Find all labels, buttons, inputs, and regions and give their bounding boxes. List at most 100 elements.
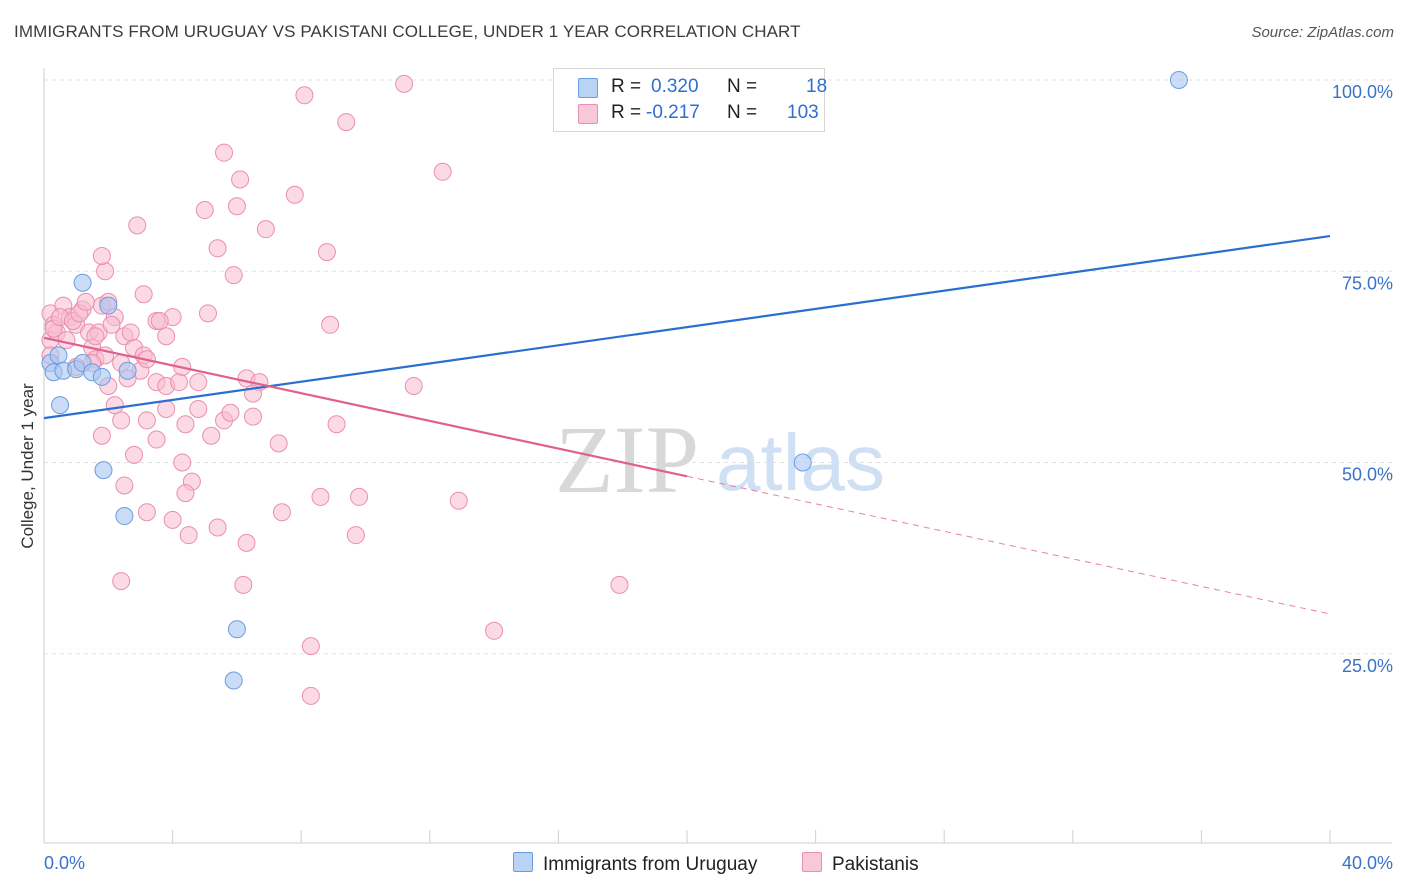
point-pakistanis [157, 399, 176, 418]
point-pakistanis [301, 686, 320, 705]
point-pakistanis [337, 113, 356, 132]
point-pakistanis [285, 185, 304, 204]
stats-legend: R = 0.320 N = 18 R = -0.217 N = 103 [553, 68, 828, 132]
point-pakistanis [115, 476, 134, 495]
y-tick-label: 75.0% [1342, 273, 1393, 293]
point-uruguay [99, 296, 118, 315]
point-uruguay [49, 346, 68, 365]
point-pakistanis [485, 621, 504, 640]
bottom-legend-label-pakistanis: Pakistanis [832, 854, 919, 875]
point-pakistanis [198, 304, 217, 323]
point-pakistanis [96, 262, 115, 281]
point-pakistanis [243, 407, 262, 426]
point-pakistanis [227, 197, 246, 216]
legend-swatch-pakistanis [578, 104, 598, 124]
point-pakistanis [173, 453, 192, 472]
point-pakistanis [189, 399, 208, 418]
point-pakistanis [170, 373, 189, 392]
watermark-zip: ZIP [555, 406, 699, 513]
point-pakistanis [224, 266, 243, 285]
legend-swatch-uruguay [578, 78, 598, 98]
point-pakistanis [269, 434, 288, 453]
point-pakistanis [189, 373, 208, 392]
bottom-legend-pakistanis: Pakistanis [802, 852, 919, 876]
point-pakistanis [157, 327, 176, 346]
point-pakistanis [295, 86, 314, 105]
trend-line-pakistanis [43, 336, 688, 478]
point-pakistanis [163, 510, 182, 529]
point-pakistanis [346, 526, 365, 545]
legend-n-label: N = [727, 76, 758, 97]
point-pakistanis [404, 377, 423, 395]
point-pakistanis [231, 170, 250, 189]
y-tick-label: 25.0% [1342, 656, 1393, 676]
point-pakistanis [234, 575, 253, 594]
legend-r-value: -0.217 [646, 102, 700, 123]
point-pakistanis [272, 503, 291, 522]
legend-n-value: 18 [806, 76, 828, 97]
point-uruguay [118, 361, 137, 380]
legend-r-label: R = [611, 76, 642, 97]
point-pakistanis [176, 484, 195, 503]
point-pakistanis [301, 637, 320, 656]
trend-line-uruguay [43, 234, 1331, 420]
bottom-legend-uruguay: Immigrants from Uruguay [513, 852, 757, 876]
point-uruguay [92, 367, 111, 386]
point-pakistanis [137, 411, 156, 430]
point-pakistanis [202, 426, 221, 445]
point-pakistanis [350, 487, 369, 506]
point-uruguay [1169, 71, 1188, 89]
source-label: Source: ZipAtlas.com [1251, 24, 1394, 41]
point-pakistanis [76, 292, 95, 311]
legend-n-label: N = [727, 102, 758, 123]
point-pakistanis [112, 411, 131, 430]
point-uruguay [224, 671, 243, 690]
point-pakistanis [317, 243, 336, 262]
point-pakistanis [327, 415, 346, 434]
point-pakistanis [195, 201, 214, 220]
point-pakistanis [102, 315, 121, 334]
point-pakistanis [449, 491, 468, 510]
y-tick-label: 50.0% [1342, 465, 1393, 485]
point-pakistanis [215, 143, 234, 162]
point-pakistanis [92, 426, 111, 445]
point-pakistanis [237, 533, 256, 552]
point-pakistanis [134, 285, 153, 304]
point-pakistanis [395, 74, 414, 93]
point-pakistanis [125, 445, 144, 464]
point-pakistanis [92, 246, 111, 265]
point-pakistanis [311, 487, 330, 506]
point-uruguay [227, 620, 246, 639]
x-tick-label-max: 40.0% [1342, 853, 1393, 873]
point-pakistanis [112, 572, 131, 591]
point-pakistanis [610, 575, 629, 594]
trend-line-pakistanis-extension [686, 475, 1331, 615]
trend-lines [43, 234, 1331, 615]
x-tick-label-min: 0.0% [44, 853, 85, 873]
point-pakistanis [121, 323, 140, 342]
point-pakistanis [208, 239, 227, 258]
point-pakistanis [221, 403, 240, 422]
legend-r-label: R = [611, 102, 642, 123]
series-uruguay-points [41, 71, 1188, 690]
point-pakistanis [256, 220, 275, 239]
axes [43, 68, 1392, 844]
point-pakistanis [128, 216, 147, 235]
chart-title: IMMIGRANTS FROM URUGUAY VS PAKISTANI COL… [14, 22, 801, 41]
series-pakistanis-points [41, 74, 629, 705]
point-pakistanis [147, 430, 166, 449]
bottom-legend-label-uruguay: Immigrants from Uruguay [543, 854, 758, 875]
point-pakistanis [321, 315, 340, 334]
point-pakistanis [150, 311, 169, 330]
bottom-swatch-pakistanis [802, 852, 822, 872]
point-pakistanis [86, 327, 105, 346]
tick-labels: 25.0% 50.0% 75.0% 100.0% 0.0% 40.0% [44, 82, 1393, 873]
point-pakistanis [105, 396, 124, 415]
bottom-swatch-uruguay [513, 852, 533, 872]
point-pakistanis [137, 503, 156, 522]
point-uruguay [115, 507, 134, 526]
point-pakistanis [208, 518, 227, 537]
y-tick-label: 100.0% [1332, 82, 1393, 102]
legend-n-value: 103 [787, 102, 819, 123]
